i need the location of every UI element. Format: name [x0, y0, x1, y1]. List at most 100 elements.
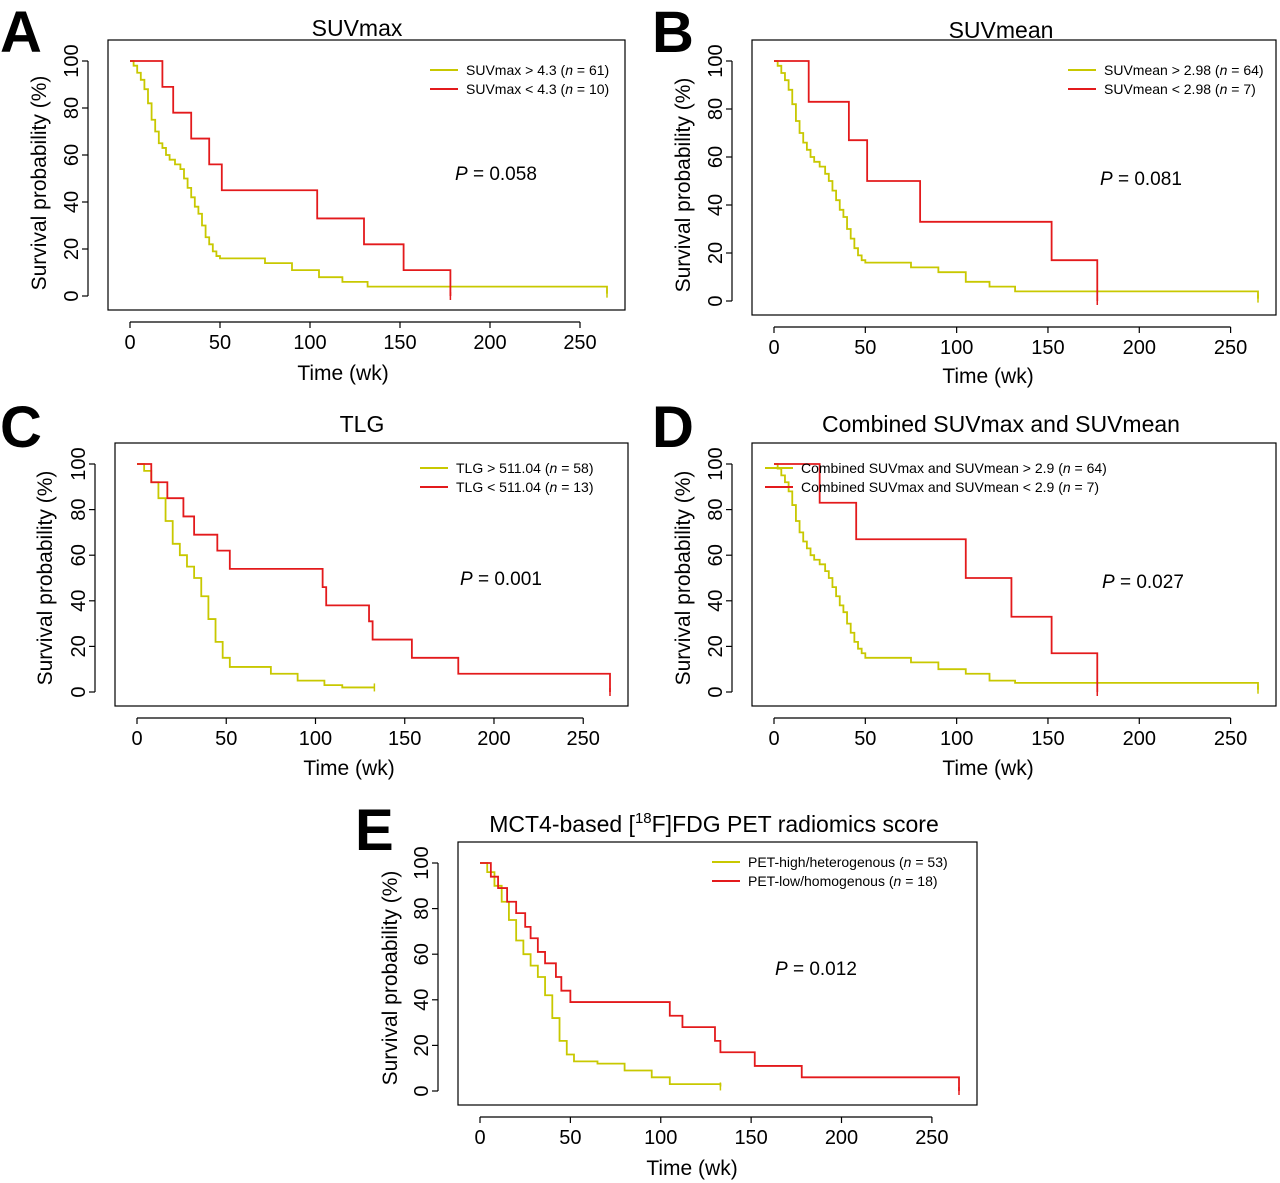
- plot-frame: [457, 841, 978, 1106]
- x-axis-label: Time (wk): [303, 757, 394, 780]
- y-tick-label: 80: [705, 98, 727, 120]
- legend-entry: SUVmean > 2.98 (n = 64): [1104, 62, 1264, 78]
- y-tick-label: 60: [705, 146, 727, 168]
- x-axis-label: Time (wk): [646, 1157, 737, 1180]
- y-tick-label: 20: [705, 635, 727, 657]
- p-value-label: P = 0.012: [775, 959, 857, 980]
- x-tick-label: 250: [915, 1127, 948, 1149]
- legend-entry: PET-high/heterogenous (n = 53): [748, 854, 948, 870]
- y-tick-label: 100: [68, 447, 90, 480]
- x-axis-label: Time (wk): [942, 365, 1033, 388]
- chart-panel-b: B SUVmean 0 20 40 60 80 100 0 50 100 150 200 250 Time …: [652, 0, 1277, 388]
- x-tick-label: 150: [1031, 337, 1064, 359]
- legend-entry: SUVmean < 2.98 (n = 7): [1104, 81, 1256, 97]
- panel-letter: B: [652, 0, 694, 65]
- y-tick-label: 60: [411, 943, 433, 965]
- x-tick-label: 150: [734, 1127, 767, 1149]
- y-tick-label: 100: [61, 44, 83, 77]
- chart-title: TLG: [340, 411, 385, 437]
- x-tick-label: 150: [388, 728, 421, 750]
- x-tick-label: 150: [1031, 728, 1064, 750]
- x-tick-label: 0: [768, 728, 779, 750]
- x-tick-label: 200: [1123, 337, 1156, 359]
- chart-panel-d: D Combined SUVmax and SUVmean 0 20 40 60 80 100…: [652, 395, 1277, 780]
- x-tick-label: 50: [215, 728, 237, 750]
- y-tick-label: 40: [68, 590, 90, 612]
- survival-curve-high: [137, 463, 375, 689]
- chart-title: MCT4-based [18F]FDG PET radiomics score: [489, 810, 939, 837]
- chart-title: Combined SUVmax and SUVmean: [822, 411, 1180, 437]
- y-tick-label: 20: [61, 238, 83, 260]
- x-tick-label: 200: [477, 728, 510, 750]
- legend-entry: TLG < 511.04 (n = 13): [456, 479, 594, 495]
- y-axis-label: Survival probability (%): [28, 76, 51, 291]
- y-tick-label: 20: [68, 635, 90, 657]
- panel-letter: E: [355, 798, 394, 863]
- x-tick-label: 200: [825, 1127, 858, 1149]
- legend-entry: PET-low/homogenous (n = 18): [748, 873, 938, 889]
- legend-entry: SUVmax < 4.3 (n = 10): [466, 81, 609, 97]
- x-tick-label: 100: [644, 1127, 677, 1149]
- chart-panel-c: C TLG 0 20 40 60 80 100 0 50 100 150 200 250 Time (wk)…: [0, 395, 629, 780]
- y-tick-label: 80: [61, 97, 83, 119]
- y-axis-label: Survival probability (%): [672, 78, 695, 293]
- x-tick-label: 100: [299, 728, 332, 750]
- chart-title: SUVmean: [949, 17, 1054, 43]
- chart-panel-a: A SUVmax 0 20 40 60 80 100 0 50 100 150 200 250 Time (…: [0, 0, 626, 385]
- legend-entry: TLG > 511.04 (n = 58): [456, 460, 594, 476]
- x-tick-label: 0: [474, 1127, 485, 1149]
- x-tick-label: 200: [473, 332, 506, 354]
- y-tick-label: 20: [411, 1034, 433, 1056]
- survival-curve-high: [480, 862, 722, 1087]
- survival-curve-high: [774, 463, 1259, 690]
- x-tick-label: 100: [293, 332, 326, 354]
- x-tick-label: 50: [209, 332, 231, 354]
- chart-title: SUVmax: [312, 15, 403, 41]
- x-tick-label: 250: [1214, 728, 1247, 750]
- p-value-label: P = 0.001: [460, 569, 542, 590]
- y-tick-label: 0: [705, 295, 727, 306]
- plot-frame: [107, 39, 626, 311]
- y-tick-label: 60: [68, 544, 90, 566]
- x-tick-label: 100: [940, 728, 973, 750]
- survival-curve-high: [774, 60, 1259, 299]
- x-tick-label: 250: [567, 728, 600, 750]
- x-tick-label: 250: [1214, 337, 1247, 359]
- p-value-label: P = 0.027: [1102, 572, 1184, 593]
- survival-curve-low: [774, 463, 1099, 692]
- survival-curve-low: [137, 463, 611, 692]
- y-tick-label: 0: [705, 686, 727, 697]
- x-tick-label: 0: [124, 332, 135, 354]
- panel-letter: A: [0, 0, 42, 65]
- y-tick-label: 40: [705, 590, 727, 612]
- y-tick-label: 100: [411, 846, 433, 879]
- plot-frame: [751, 39, 1277, 316]
- x-tick-label: 0: [768, 337, 779, 359]
- y-tick-label: 40: [61, 191, 83, 213]
- x-tick-label: 100: [940, 337, 973, 359]
- plot-frame: [114, 442, 629, 707]
- y-tick-label: 0: [68, 686, 90, 697]
- panel-letter: C: [0, 395, 42, 460]
- y-tick-label: 80: [68, 498, 90, 520]
- y-tick-label: 100: [705, 447, 727, 480]
- survival-curve-low: [774, 60, 1099, 301]
- x-tick-label: 150: [383, 332, 416, 354]
- legend-entry: SUVmax > 4.3 (n = 61): [466, 62, 609, 78]
- x-tick-label: 0: [131, 728, 142, 750]
- y-axis-label: Survival probability (%): [379, 871, 402, 1086]
- survival-curve-low: [130, 60, 452, 296]
- panel-letter: D: [652, 395, 694, 460]
- plot-frame: [751, 442, 1277, 707]
- y-tick-label: 0: [411, 1085, 433, 1096]
- x-tick-label: 250: [563, 332, 596, 354]
- p-value-label: P = 0.081: [1100, 169, 1182, 190]
- survival-curve-low: [480, 862, 960, 1091]
- x-tick-label: 50: [559, 1127, 581, 1149]
- y-tick-label: 80: [705, 498, 727, 520]
- legend-entry: Combined SUVmax and SUVmean < 2.9 (n = 7…: [801, 479, 1099, 495]
- y-axis-label: Survival probability (%): [34, 471, 57, 686]
- y-tick-label: 60: [61, 144, 83, 166]
- y-tick-label: 40: [411, 989, 433, 1011]
